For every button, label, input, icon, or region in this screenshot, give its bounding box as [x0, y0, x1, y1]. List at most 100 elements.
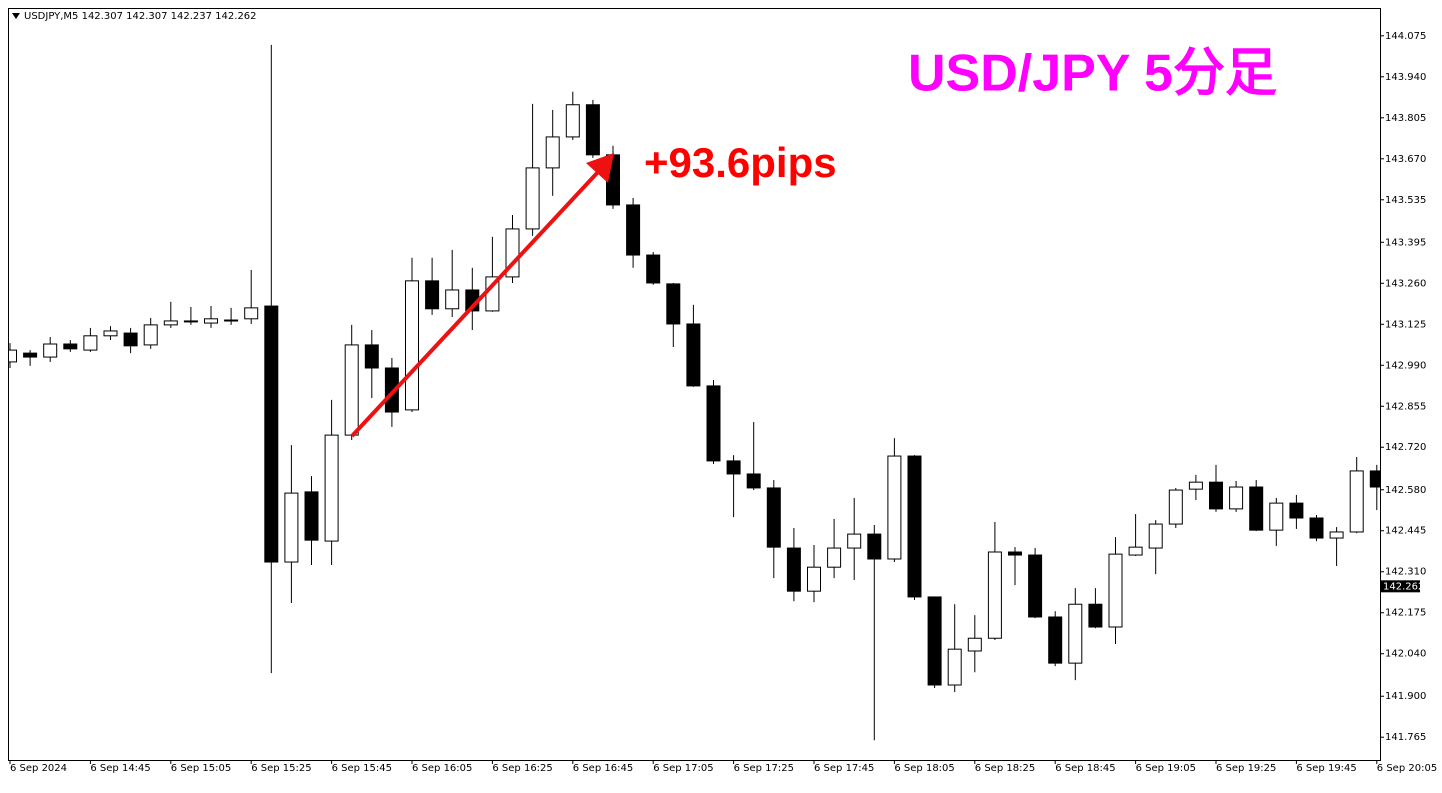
x-tick-label: 6 Sep 15:05 — [171, 763, 231, 774]
x-tick-label: 6 Sep 17:05 — [653, 763, 713, 774]
x-tick-label: 6 Sep 18:05 — [894, 763, 954, 774]
y-tick-label: 141.900 — [1385, 691, 1426, 702]
x-tick-label: 6 Sep 15:45 — [332, 763, 392, 774]
candle-body — [364, 344, 379, 369]
candle-body — [827, 547, 842, 568]
y-tick-label: 142.720 — [1385, 442, 1426, 453]
candle-body — [264, 305, 279, 563]
candle-body — [967, 637, 982, 652]
candle-body — [1068, 603, 1083, 664]
candle-body — [666, 283, 681, 325]
candle-body — [1249, 486, 1264, 531]
y-tick-label: 142.855 — [1385, 401, 1426, 412]
candle-body — [565, 104, 580, 138]
candle-body — [244, 307, 259, 320]
chart-title: USD/JPY 5分足 — [908, 45, 1277, 103]
x-tick-label: 6 Sep 17:45 — [814, 763, 874, 774]
candle-body — [1329, 531, 1344, 539]
candle-body — [143, 324, 158, 346]
candle-body — [103, 330, 118, 337]
candle-body — [344, 344, 359, 436]
y-tick-label: 142.445 — [1385, 526, 1426, 537]
header: USDJPY,M5 142.307 142.307 142.237 142.26… — [24, 11, 257, 22]
candle-body — [1229, 486, 1244, 510]
candle-body — [626, 204, 641, 256]
x-tick-label: 6 Sep 20:05 — [1377, 763, 1437, 774]
arrow-head — [586, 153, 614, 183]
candle-body — [686, 323, 701, 387]
candle-body — [1148, 523, 1163, 549]
y-tick-label: 143.940 — [1385, 72, 1426, 83]
y-tick-label: 142.040 — [1385, 649, 1426, 660]
x-tick-label: 6 Sep 18:45 — [1055, 763, 1115, 774]
y-tick-label: 143.805 — [1385, 113, 1426, 124]
candle-body — [706, 385, 721, 462]
x-tick-label: 6 Sep 2024 — [10, 763, 67, 774]
x-tick-label: 6 Sep 14:45 — [90, 763, 150, 774]
candle-body — [284, 492, 299, 563]
x-tick-label: 6 Sep 19:05 — [1136, 763, 1196, 774]
price-marker-label: 142.262 — [1383, 581, 1424, 592]
candle-body — [545, 136, 560, 169]
candle-body — [123, 332, 138, 347]
candle-body — [786, 547, 801, 592]
candle-body — [9, 349, 17, 363]
y-tick-label: 142.580 — [1385, 485, 1426, 496]
candle-body — [43, 343, 58, 358]
y-tick-label: 142.310 — [1385, 567, 1426, 578]
candle-body — [425, 280, 440, 310]
y-tick-label: 142.990 — [1385, 360, 1426, 371]
annotation: +93.6pips — [644, 139, 837, 186]
candle-body — [445, 289, 460, 310]
menu-triangle — [12, 13, 20, 19]
candle-body — [726, 460, 741, 475]
candle-body — [163, 320, 178, 326]
x-tick-label: 6 Sep 17:25 — [734, 763, 794, 774]
candle-body — [927, 596, 942, 686]
y-tick-label: 144.075 — [1385, 31, 1426, 42]
candle-body — [766, 487, 781, 548]
candle-body — [746, 473, 761, 489]
y-tick-label: 143.535 — [1385, 195, 1426, 206]
plot-area — [9, 44, 1380, 741]
candle-body — [304, 491, 319, 541]
x-tick-label: 6 Sep 16:05 — [412, 763, 472, 774]
y-tick-label: 141.765 — [1385, 732, 1426, 743]
candle-body — [585, 104, 600, 156]
candle-body — [224, 319, 239, 322]
candle-body — [887, 455, 902, 560]
candle-body — [646, 254, 661, 284]
candle-body — [83, 335, 98, 351]
candle-body — [1289, 502, 1304, 519]
x-tick-label: 6 Sep 15:25 — [251, 763, 311, 774]
candle-body — [987, 551, 1002, 639]
candle-body — [63, 343, 78, 350]
candle-body — [1128, 546, 1143, 556]
candle-body — [1188, 481, 1203, 490]
candle-body — [807, 566, 821, 592]
candle-body — [1088, 603, 1103, 628]
x-tick-label: 6 Sep 19:45 — [1296, 763, 1356, 774]
candle-body — [183, 320, 198, 323]
candle-body — [907, 455, 922, 598]
x-tick-label: 6 Sep 18:25 — [975, 763, 1035, 774]
candle-body — [1028, 554, 1043, 618]
candle-body — [847, 533, 862, 549]
x-tick-label: 6 Sep 16:25 — [492, 763, 552, 774]
candle-body — [324, 434, 339, 542]
candle-body — [1349, 470, 1364, 533]
candle-body — [1369, 470, 1380, 488]
candle-body — [1108, 553, 1123, 628]
candle-body — [405, 280, 419, 411]
y-tick-label: 143.670 — [1385, 154, 1426, 165]
candle-body — [1008, 551, 1022, 556]
candle-body — [947, 648, 962, 686]
y-tick-label: 143.125 — [1385, 319, 1426, 330]
x-tick-label: 6 Sep 16:45 — [573, 763, 633, 774]
candle-body — [23, 352, 38, 358]
candle-body — [1168, 489, 1183, 525]
candle-body — [867, 533, 882, 560]
y-tick-label: 143.260 — [1385, 278, 1426, 289]
candle-body — [525, 167, 540, 230]
